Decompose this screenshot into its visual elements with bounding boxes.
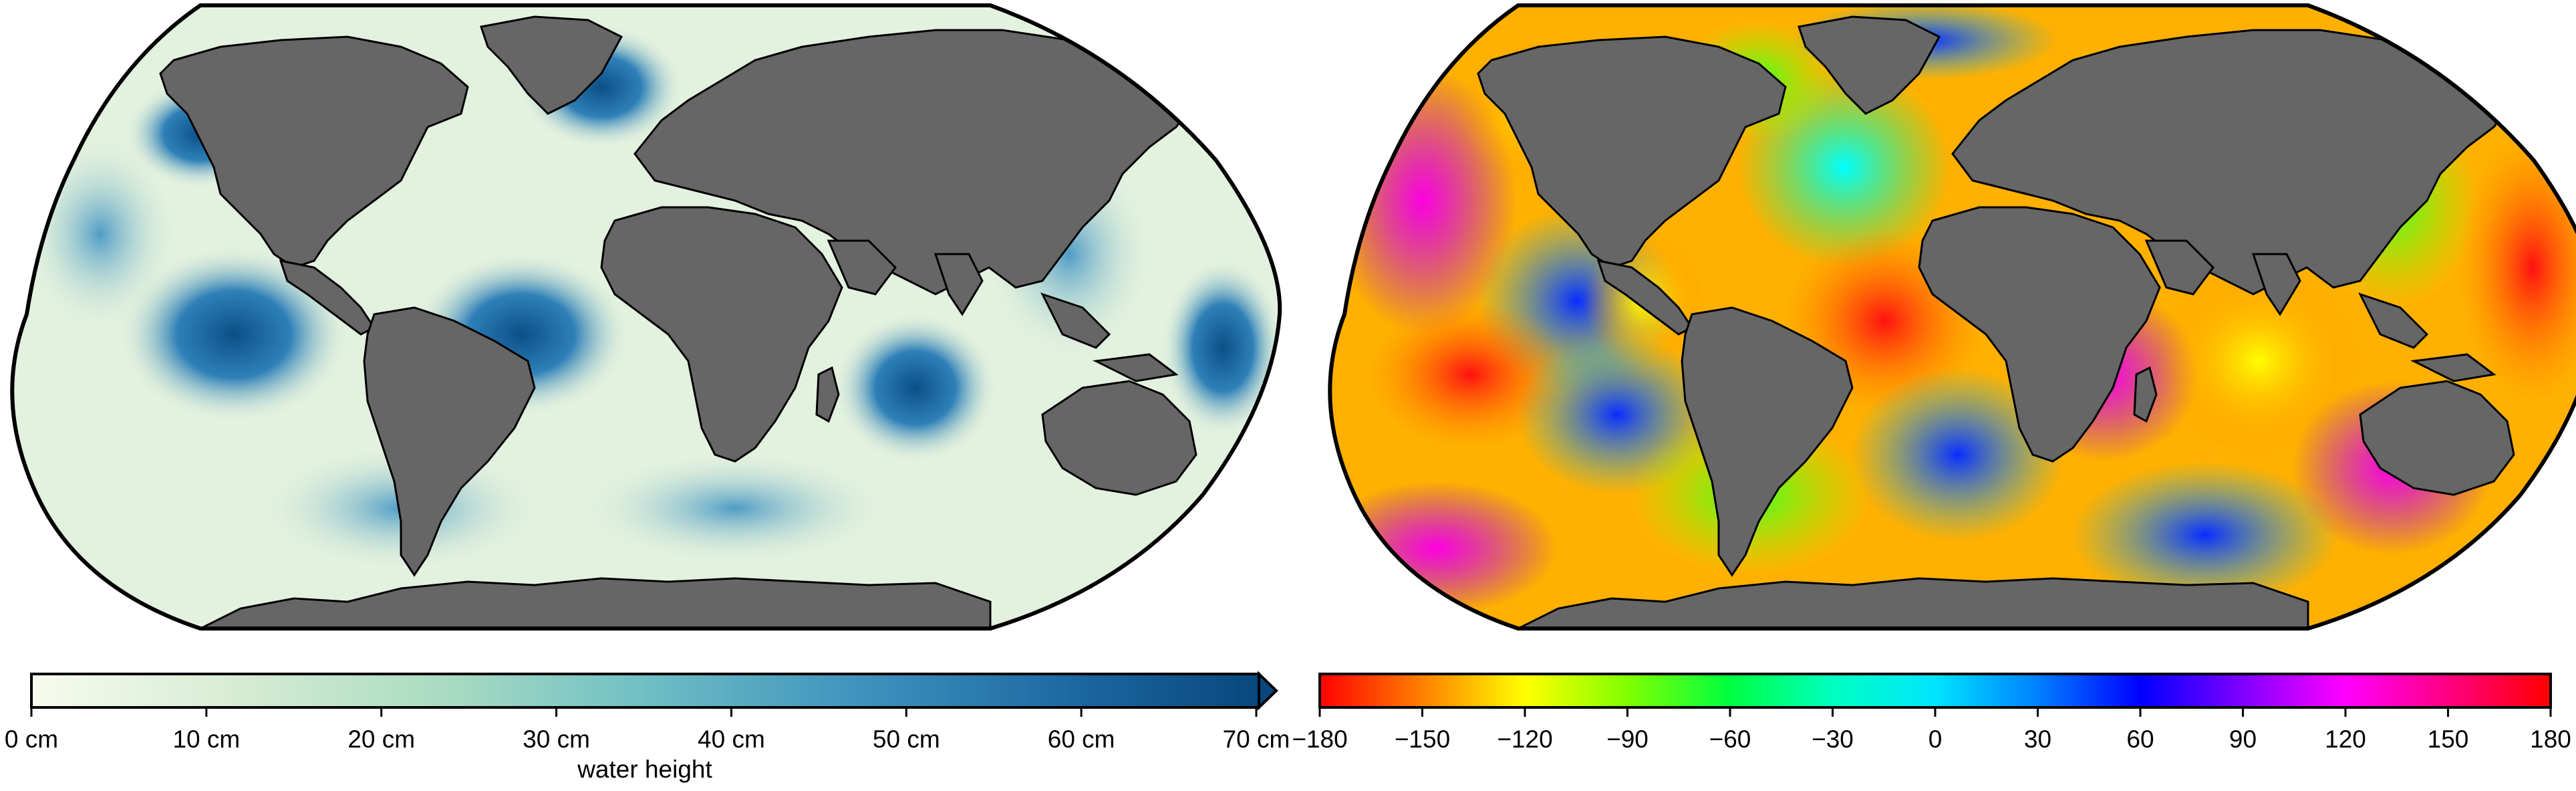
phase-colorbar: −180 −150 −120 −90 −60 −30 0 30 60 90 120 150 180 — [1292, 673, 2571, 753]
colorbar-tick-label: 150 — [2428, 725, 2469, 753]
map-frame — [1328, 3, 2576, 631]
colorbar-tick-label: 60 — [2126, 725, 2154, 753]
colorbar-tick-label: 30 cm — [523, 725, 590, 753]
colorbar-tick-label: 20 cm — [347, 725, 415, 753]
colorbar-tick-label: −120 — [1497, 725, 1552, 753]
colorbar-tick-label: −60 — [1709, 725, 1751, 753]
colorbar-tick-label: 30 — [2024, 725, 2051, 753]
colorbar-tick-label: 60 cm — [1048, 725, 1115, 753]
colorbar-tick-label: 90 — [2229, 725, 2257, 753]
colorbar-tick-label: 10 cm — [172, 725, 240, 753]
colorbar-title: water height — [577, 756, 712, 783]
colorbar-tick-label: 120 — [2325, 725, 2366, 753]
amplitude-colorbar: 0 cm 10 cm 20 cm 30 cm 40 cm 50 cm 60 cm 70 cm … — [5, 671, 1290, 783]
colorbar-tick-label: −90 — [1606, 725, 1649, 753]
phase-map — [1328, 3, 2576, 631]
colorbar-tick-label: −180 — [1292, 725, 1347, 753]
colorbar-tick-label: 50 cm — [873, 725, 940, 753]
colorbar-tick-label: −150 — [1395, 725, 1450, 753]
colorbar-gradient — [30, 673, 1260, 709]
colorbar-tick-label: −30 — [1812, 725, 1854, 753]
colorbar-tick-label: 0 — [1928, 725, 1943, 753]
colorbar-ticks: −180 −150 −120 −90 −60 −30 0 30 60 90 120 150 180 — [1292, 707, 2571, 753]
colorbar-gradient — [1318, 673, 2552, 709]
colorbar-tick-label: 180 — [2530, 725, 2571, 753]
amplitude-map — [10, 3, 1282, 631]
colorbar-overflow-arrow — [1258, 671, 1278, 711]
colorbar-ticks: 0 cm 10 cm 20 cm 30 cm 40 cm 50 cm 60 cm 70 cm — [5, 707, 1290, 753]
map-frame — [10, 3, 1282, 631]
colorbar-tick-label: 70 cm — [1223, 725, 1290, 753]
colorbar-tick-label: 0 cm — [5, 725, 58, 753]
colorbar-tick-label: 40 cm — [698, 725, 765, 753]
